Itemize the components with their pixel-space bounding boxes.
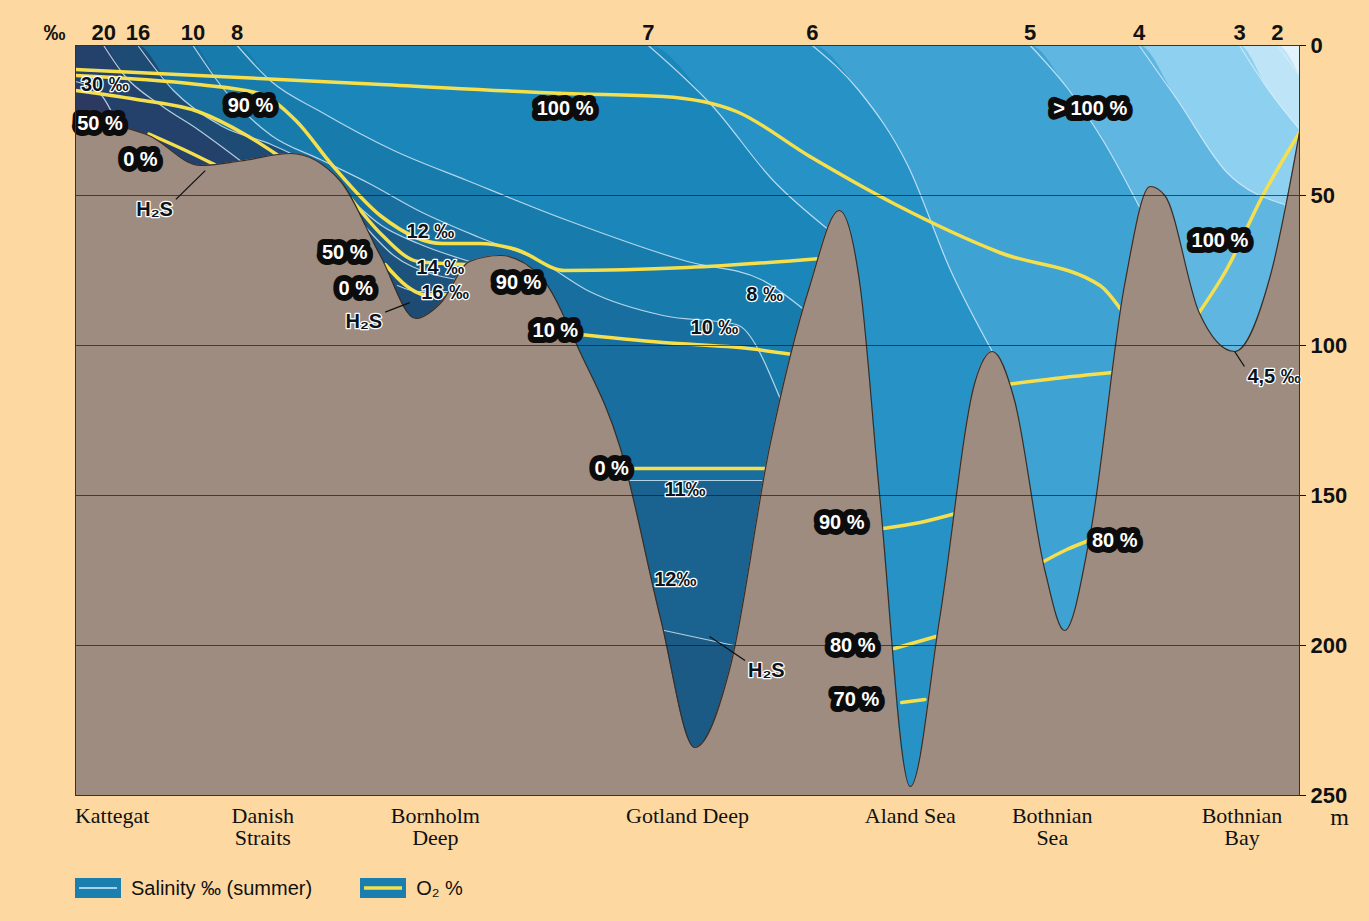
svg-text:DanishStraits: DanishStraits bbox=[232, 803, 294, 850]
svg-text:4,5 ‰: 4,5 ‰ bbox=[1247, 365, 1300, 387]
svg-text:> 100 %: > 100 % bbox=[1053, 97, 1127, 119]
svg-text:100 %: 100 % bbox=[1192, 229, 1249, 251]
svg-text:16 ‰: 16 ‰ bbox=[421, 281, 469, 303]
svg-text:11‰: 11‰ bbox=[664, 478, 705, 500]
svg-text:12‰: 12‰ bbox=[654, 568, 696, 590]
svg-text:BornholmDeep: BornholmDeep bbox=[391, 803, 480, 850]
svg-text:30 ‰: 30 ‰ bbox=[81, 73, 129, 95]
html-text:O₂ %: O₂ % bbox=[416, 876, 463, 899]
svg-text:200: 200 bbox=[1311, 633, 1348, 658]
svg-text:16: 16 bbox=[126, 20, 150, 45]
svg-text:0: 0 bbox=[1311, 33, 1323, 58]
svg-text:70 %: 70 % bbox=[834, 688, 880, 710]
svg-text:50: 50 bbox=[1311, 183, 1335, 208]
svg-text:90 %: 90 % bbox=[496, 271, 542, 293]
svg-text:6: 6 bbox=[806, 20, 818, 45]
svg-text:4: 4 bbox=[1133, 20, 1146, 45]
svg-text:BothnianBay: BothnianBay bbox=[1202, 803, 1283, 850]
svg-text:10 ‰: 10 ‰ bbox=[691, 316, 739, 338]
svg-text:Gotland Deep: Gotland Deep bbox=[626, 803, 749, 828]
svg-text:3: 3 bbox=[1233, 20, 1245, 45]
svg-text:100: 100 bbox=[1311, 333, 1348, 358]
svg-text:0 %: 0 % bbox=[123, 148, 158, 170]
svg-text:50 %: 50 % bbox=[77, 112, 123, 134]
svg-text:BothnianSea: BothnianSea bbox=[1012, 803, 1093, 850]
svg-text:H₂S: H₂S bbox=[136, 198, 173, 220]
svg-text:10: 10 bbox=[181, 20, 205, 45]
svg-text:m: m bbox=[1330, 804, 1349, 830]
svg-text:Kattegat: Kattegat bbox=[75, 803, 150, 828]
html-text:Salinity ‰ (summer): Salinity ‰ (summer) bbox=[131, 876, 313, 899]
svg-text:H₂S: H₂S bbox=[346, 310, 383, 332]
svg-text:14 ‰: 14 ‰ bbox=[416, 256, 464, 278]
svg-text:‰: ‰ bbox=[44, 20, 66, 45]
svg-text:8: 8 bbox=[231, 20, 243, 45]
svg-text:Aland Sea: Aland Sea bbox=[865, 803, 956, 828]
svg-text:2: 2 bbox=[1271, 20, 1283, 45]
svg-text:90 %: 90 % bbox=[819, 511, 865, 533]
svg-text:50 %: 50 % bbox=[322, 241, 368, 263]
svg-text:100 %: 100 % bbox=[537, 97, 594, 119]
svg-text:250: 250 bbox=[1310, 782, 1348, 808]
svg-text:80 %: 80 % bbox=[1092, 529, 1138, 551]
svg-text:H₂S: H₂S bbox=[748, 659, 785, 681]
svg-text:10 %: 10 % bbox=[533, 319, 579, 341]
svg-text:5: 5 bbox=[1024, 20, 1036, 45]
svg-text:90 %: 90 % bbox=[228, 94, 274, 116]
svg-text:20: 20 bbox=[91, 20, 115, 45]
svg-text:0 %: 0 % bbox=[339, 277, 374, 299]
svg-text:0 %: 0 % bbox=[594, 457, 629, 479]
svg-text:8 ‰: 8 ‰ bbox=[746, 283, 783, 305]
svg-text:12 ‰: 12 ‰ bbox=[407, 220, 455, 242]
svg-text:150: 150 bbox=[1311, 483, 1348, 508]
svg-text:7: 7 bbox=[642, 20, 654, 45]
svg-text:80 %: 80 % bbox=[830, 634, 876, 656]
